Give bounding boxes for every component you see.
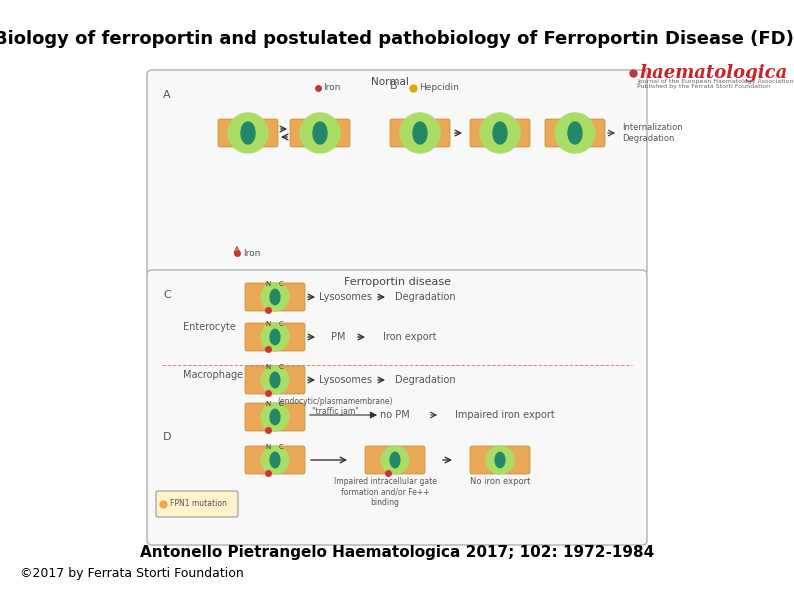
Text: N: N	[265, 364, 270, 370]
Text: N: N	[265, 444, 270, 450]
Text: Impaired intracellular gate
formation and/or Fe++
binding: Impaired intracellular gate formation an…	[333, 477, 437, 507]
Circle shape	[555, 113, 595, 153]
Text: Impaired iron export: Impaired iron export	[455, 410, 555, 420]
Circle shape	[400, 113, 440, 153]
FancyBboxPatch shape	[147, 70, 647, 275]
Circle shape	[261, 446, 289, 474]
Text: Lysosomes: Lysosomes	[318, 292, 372, 302]
Text: PM: PM	[331, 332, 345, 342]
Text: Iron: Iron	[243, 249, 260, 258]
Circle shape	[480, 113, 520, 153]
Ellipse shape	[270, 452, 280, 468]
Text: Degradation: Degradation	[395, 292, 455, 302]
Text: Enterocyte: Enterocyte	[183, 322, 236, 332]
Ellipse shape	[390, 452, 400, 468]
Text: Macrophage: Macrophage	[183, 370, 243, 380]
Ellipse shape	[493, 122, 507, 144]
FancyBboxPatch shape	[245, 323, 305, 351]
Circle shape	[300, 113, 340, 153]
Circle shape	[261, 323, 289, 351]
Text: B: B	[390, 81, 398, 91]
Text: C: C	[279, 444, 283, 450]
Ellipse shape	[313, 122, 327, 144]
Text: Journal of the European Haematology Association
Published by the Ferrata Storti : Journal of the European Haematology Asso…	[637, 79, 793, 89]
FancyBboxPatch shape	[470, 119, 530, 147]
Ellipse shape	[413, 122, 427, 144]
Circle shape	[261, 366, 289, 394]
Text: Biology of ferroportin and postulated pathobiology of Ferroportin Disease (FD).: Biology of ferroportin and postulated pa…	[0, 30, 794, 48]
FancyBboxPatch shape	[245, 446, 305, 474]
FancyBboxPatch shape	[390, 119, 450, 147]
Ellipse shape	[241, 122, 255, 144]
Ellipse shape	[270, 409, 280, 425]
Circle shape	[486, 446, 514, 474]
Circle shape	[261, 403, 289, 431]
Text: Hepcidin: Hepcidin	[419, 83, 459, 92]
FancyBboxPatch shape	[218, 119, 278, 147]
FancyBboxPatch shape	[545, 119, 605, 147]
FancyBboxPatch shape	[245, 366, 305, 394]
Text: haematologica: haematologica	[639, 64, 787, 82]
Text: A: A	[163, 90, 171, 100]
Text: Normal: Normal	[371, 77, 409, 87]
FancyBboxPatch shape	[245, 283, 305, 311]
Ellipse shape	[495, 452, 505, 468]
Text: Antonello Pietrangelo Haematologica 2017; 102: 1972-1984: Antonello Pietrangelo Haematologica 2017…	[140, 546, 654, 560]
Text: C: C	[163, 290, 171, 300]
FancyBboxPatch shape	[290, 119, 350, 147]
Text: ©2017 by Ferrata Storti Foundation: ©2017 by Ferrata Storti Foundation	[20, 567, 244, 580]
FancyBboxPatch shape	[470, 446, 530, 474]
FancyBboxPatch shape	[245, 403, 305, 431]
Text: C: C	[279, 364, 283, 370]
Ellipse shape	[270, 372, 280, 388]
Text: No iron export: No iron export	[470, 477, 530, 486]
Text: N: N	[265, 401, 270, 407]
Text: (endocytic/plasmamembrane)
"traffic jam": (endocytic/plasmamembrane) "traffic jam"	[277, 397, 393, 416]
Text: C: C	[279, 401, 283, 407]
Text: N: N	[265, 321, 270, 327]
Circle shape	[228, 113, 268, 153]
Text: FPN1 mutation: FPN1 mutation	[170, 499, 227, 509]
Text: C: C	[279, 321, 283, 327]
Text: N: N	[265, 281, 270, 287]
Ellipse shape	[568, 122, 582, 144]
Text: C: C	[279, 281, 283, 287]
Ellipse shape	[270, 329, 280, 345]
FancyBboxPatch shape	[365, 446, 425, 474]
FancyBboxPatch shape	[156, 491, 238, 517]
Text: Iron export: Iron export	[384, 332, 437, 342]
Text: Lysosomes: Lysosomes	[318, 375, 372, 385]
Text: Ferroportin disease: Ferroportin disease	[344, 277, 450, 287]
Text: D: D	[163, 432, 172, 442]
Text: Degradation: Degradation	[395, 375, 455, 385]
Text: Internalization
Degradation: Internalization Degradation	[622, 123, 683, 143]
Circle shape	[261, 283, 289, 311]
FancyBboxPatch shape	[147, 270, 647, 545]
Text: no PM: no PM	[380, 410, 410, 420]
Text: Iron: Iron	[323, 83, 341, 92]
Ellipse shape	[270, 289, 280, 305]
Circle shape	[381, 446, 409, 474]
